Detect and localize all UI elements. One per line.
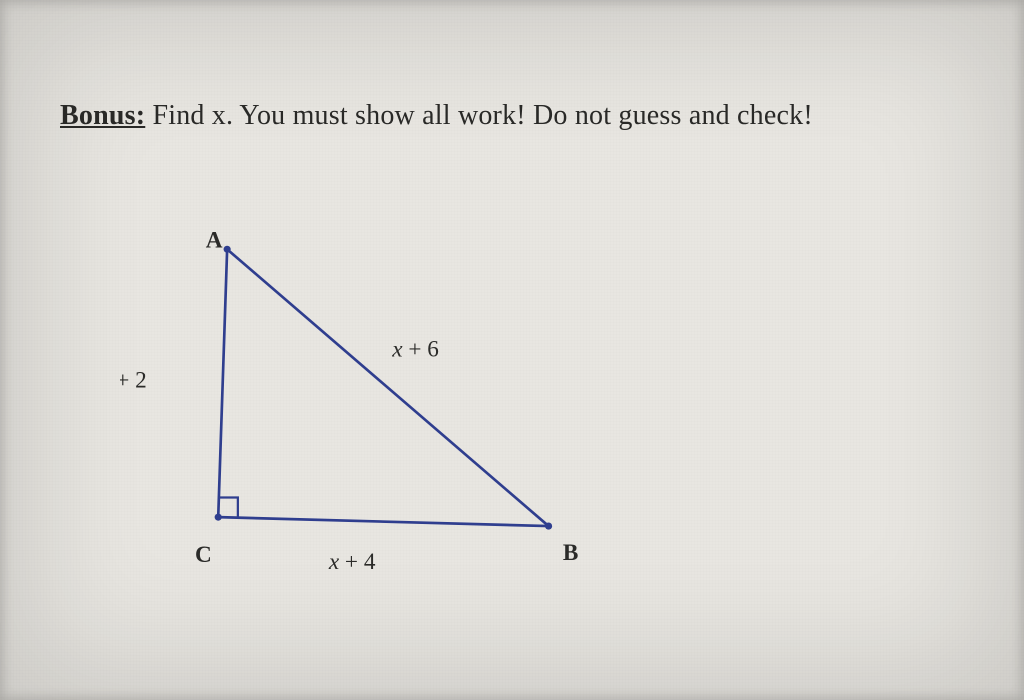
vertex-C-label: C [195, 542, 212, 568]
vertex-A-dot [224, 246, 231, 253]
side-CB-num: 4 [364, 549, 376, 575]
side-AC-label: x + 2 [120, 368, 147, 394]
side-AB-var: x [391, 336, 403, 362]
side-AC [218, 249, 227, 517]
triangle-figure: A C B x + 2 x + 6 x + 4 [120, 200, 620, 620]
vertex-B-label: B [563, 540, 578, 566]
side-CB [218, 517, 548, 526]
side-AB-label: x + 6 [391, 336, 439, 362]
side-CB-label: x + 4 [328, 549, 376, 575]
prompt-rest: Find x. You must show all work! Do not g… [145, 100, 813, 131]
side-AC-num: 2 [135, 368, 147, 394]
side-AB [227, 249, 548, 526]
right-angle-marker [218, 498, 238, 518]
prompt-lead: Bonus: [60, 100, 145, 131]
problem-prompt: Bonus: Find x. You must show all work! D… [60, 100, 984, 132]
problem-content: Bonus: Find x. You must show all work! D… [60, 100, 984, 132]
triangle-svg: A C B x + 2 x + 6 x + 4 [120, 200, 620, 620]
side-CB-var: x [328, 549, 340, 575]
side-AC-op: + [120, 368, 135, 394]
vertex-B-dot [545, 523, 552, 530]
side-CB-op: + [339, 549, 364, 575]
vertex-A-label: A [206, 228, 223, 254]
side-AB-num: 6 [427, 336, 439, 362]
vertex-C-dot [215, 514, 222, 521]
side-AB-op: + [403, 336, 428, 362]
